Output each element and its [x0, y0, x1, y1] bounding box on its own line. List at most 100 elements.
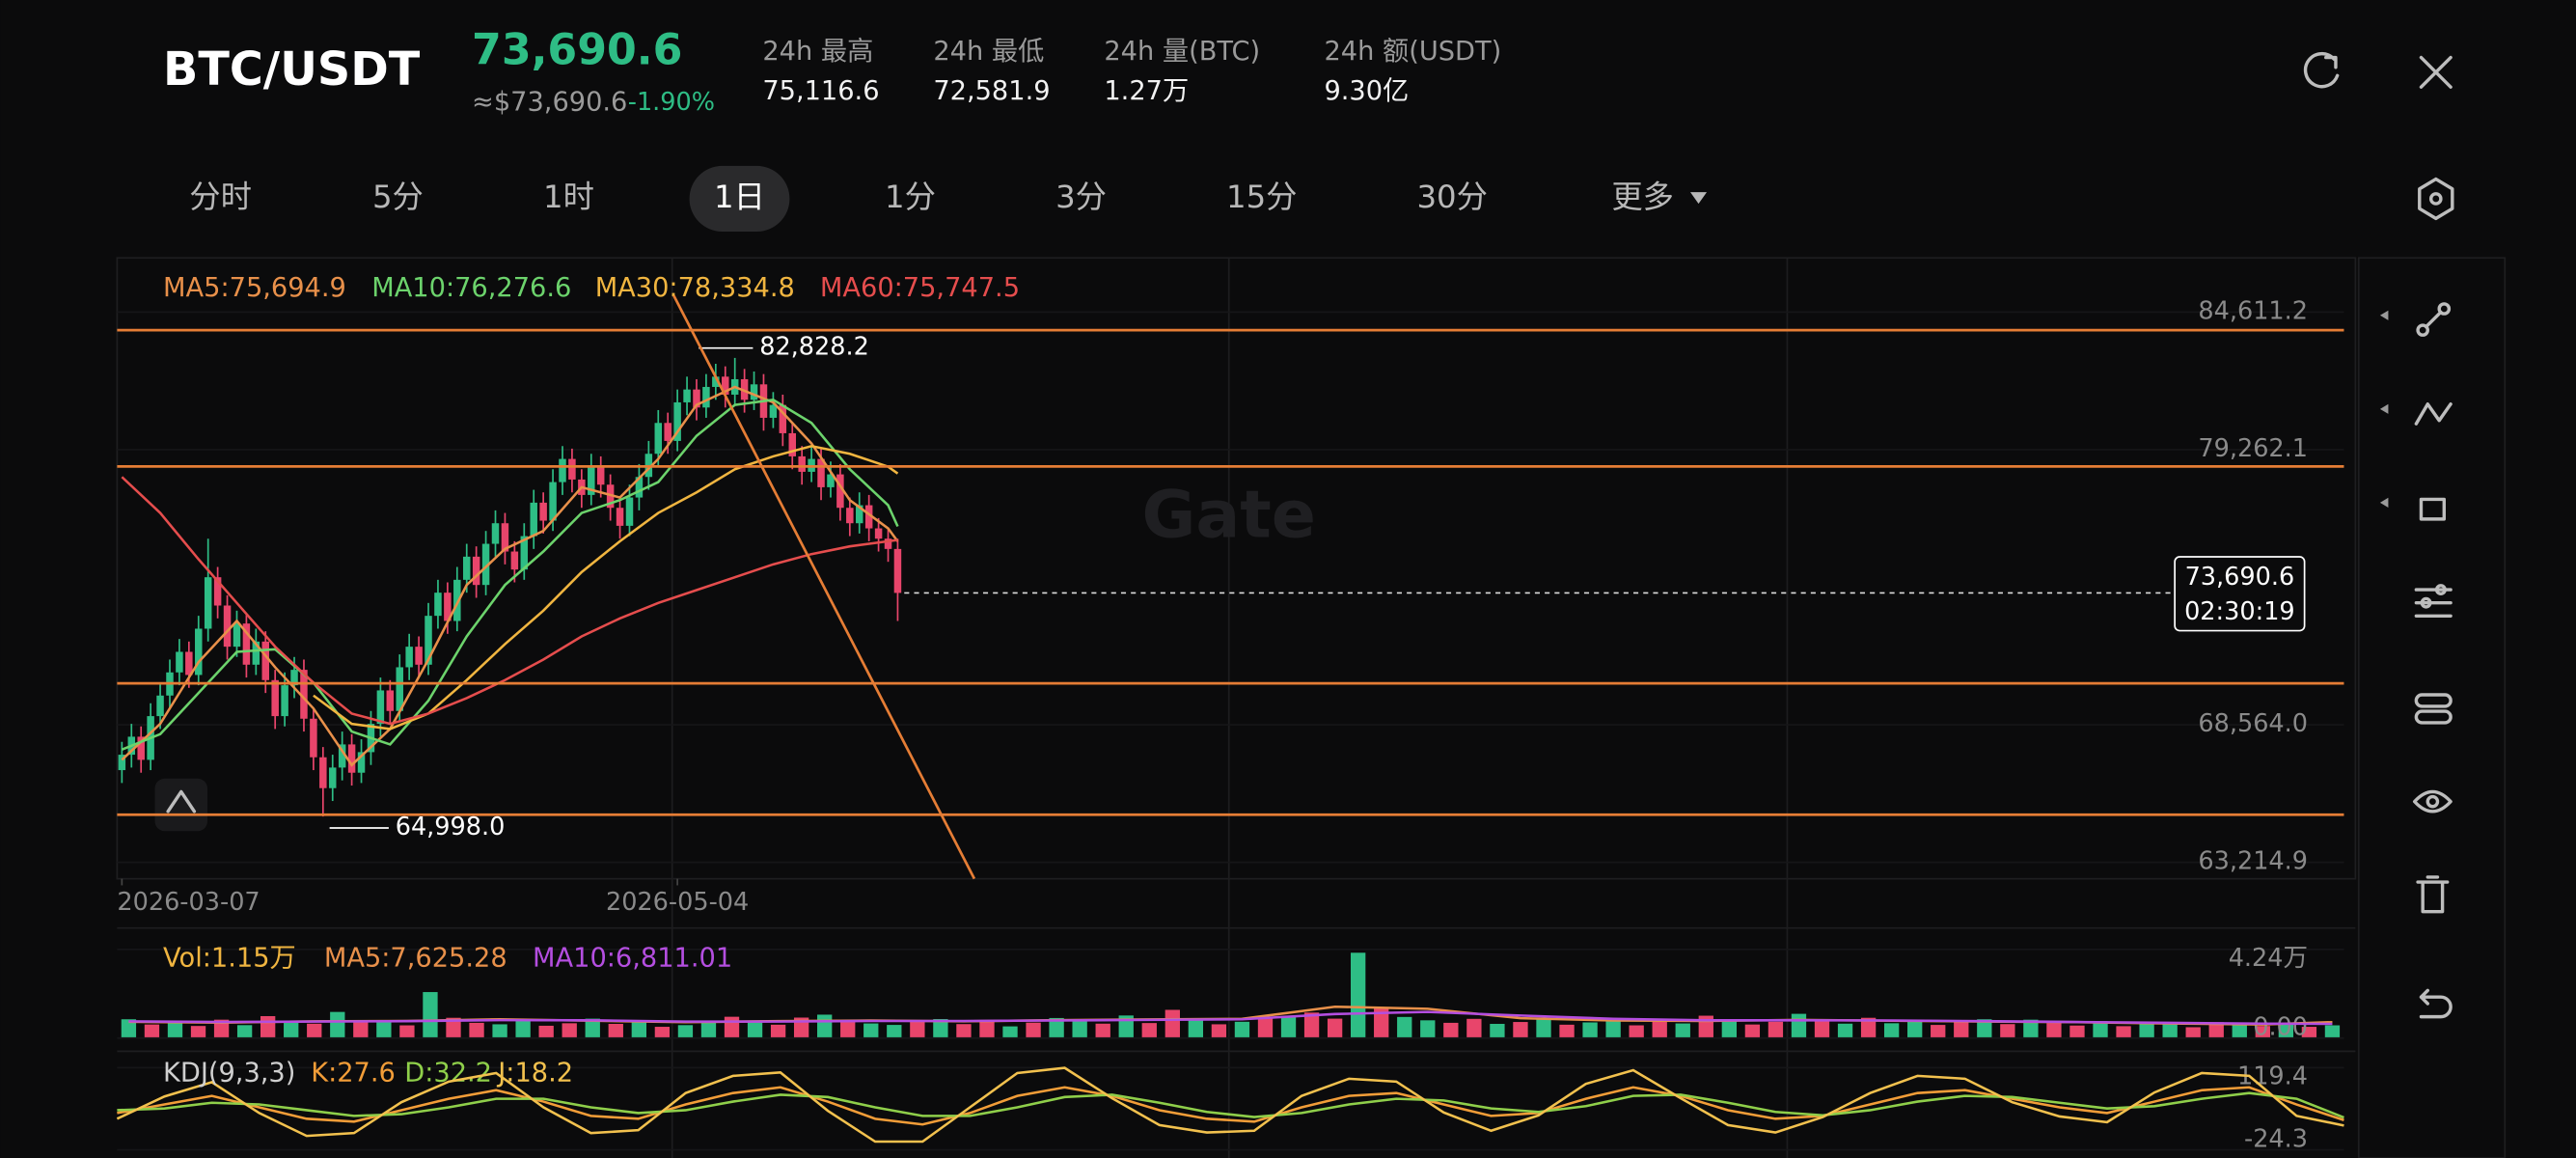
- volume-bar: [910, 1021, 925, 1038]
- volume-bar: [1954, 1021, 1969, 1038]
- tab[interactable]: 1分: [885, 179, 936, 215]
- volume-bar: [562, 1023, 577, 1038]
- x-tick-label: 2026-03-07: [117, 888, 260, 917]
- volume-bar: [817, 1014, 833, 1038]
- candle-body: [625, 497, 634, 526]
- volume-bar: [700, 1021, 717, 1038]
- candle-body: [817, 458, 825, 487]
- indicator-label: KDJ(9,3,3): [163, 1059, 295, 1089]
- legend-entry: K:27.6: [311, 1059, 396, 1089]
- volume-bar: [1303, 1012, 1320, 1038]
- tool-settings[interactable]: [2414, 584, 2453, 618]
- candle-body: [606, 484, 615, 509]
- volume-bar: [1049, 1017, 1064, 1038]
- volume-bar: [956, 1024, 972, 1038]
- candle-body: [204, 577, 212, 629]
- volume-bar: [538, 1025, 554, 1038]
- candle-body: [779, 404, 787, 433]
- volume-bar: [1791, 1013, 1807, 1038]
- tool-undo[interactable]: [2419, 988, 2453, 1019]
- volume-bar: [1443, 1022, 1459, 1038]
- candle-body: [664, 423, 671, 441]
- volume-bar: [121, 1019, 137, 1038]
- candle-body: [673, 401, 681, 441]
- volume-bar: [1374, 1007, 1389, 1038]
- candle-body: [425, 616, 432, 665]
- volume-bar: [1536, 1019, 1551, 1038]
- volume-bar: [236, 1025, 253, 1038]
- candle-body: [453, 579, 461, 621]
- refresh-icon[interactable]: [2303, 51, 2340, 89]
- volume-bar: [1095, 1023, 1110, 1038]
- tool-visibility[interactable]: [2412, 789, 2453, 813]
- candle-body: [481, 543, 490, 586]
- watermark: Gate: [1141, 477, 1316, 553]
- fullscreen-btn[interactable]: [154, 778, 207, 832]
- volume-bar: [2093, 1021, 2108, 1038]
- candle-body: [252, 641, 260, 665]
- stat-value: 1.27万: [1104, 76, 1189, 106]
- candle-body: [520, 536, 529, 570]
- volume-bar: [399, 1025, 415, 1038]
- candle-body: [156, 695, 164, 717]
- candle-body: [405, 647, 413, 668]
- expand-arrows[interactable]: [2379, 310, 2389, 508]
- candle-body: [616, 508, 624, 526]
- close-icon[interactable]: [2419, 55, 2453, 89]
- volume-bar: [1420, 1020, 1436, 1038]
- candle-body: [300, 670, 308, 719]
- tool-line[interactable]: [2416, 302, 2452, 337]
- symbol: BTC/USDT: [163, 43, 421, 96]
- volume-bar: [654, 1027, 671, 1038]
- candle-body: [596, 466, 605, 485]
- volume-bar: [1026, 1022, 1041, 1038]
- stat-value: 75,116.6: [762, 76, 879, 106]
- dropdown-arrow[interactable]: [1690, 192, 1708, 205]
- tool-indicators[interactable]: [2414, 693, 2453, 725]
- tab[interactable]: 1时: [543, 179, 594, 215]
- candle-body: [539, 502, 547, 521]
- volume-bar: [1002, 1026, 1018, 1038]
- tool-shape[interactable]: [2419, 497, 2446, 521]
- volume-bar: [2208, 1022, 2224, 1038]
- candle-body: [874, 528, 883, 539]
- candle-body: [722, 376, 729, 395]
- stat-value: 72,581.9: [933, 76, 1050, 106]
- tab[interactable]: 15分: [1226, 179, 1297, 215]
- tab[interactable]: 3分: [1055, 179, 1107, 215]
- volume-bar: [2000, 1024, 2015, 1038]
- x-tick-label: 2026-05-04: [606, 888, 749, 917]
- tab[interactable]: 1日: [714, 179, 765, 215]
- toolbar-icons[interactable]: [2379, 302, 2453, 1019]
- candle-body: [347, 744, 356, 773]
- ma-line: [121, 385, 899, 767]
- tab[interactable]: 更多: [1611, 179, 1674, 215]
- candle-body: [281, 685, 288, 717]
- y-tick-label: 68,564.0: [2198, 709, 2308, 738]
- tab[interactable]: 5分: [372, 179, 424, 215]
- volume-bar: [1907, 1020, 1923, 1038]
- y-tick-label: 63,214.9: [2198, 847, 2308, 876]
- high-label: 82,828.2: [759, 333, 869, 362]
- candle-body: [176, 651, 183, 673]
- settings-icon[interactable]: [2418, 177, 2454, 221]
- candle-body: [864, 505, 873, 529]
- volume-bar: [2255, 1026, 2270, 1038]
- tool-wave[interactable]: [2414, 402, 2453, 426]
- volume-bar: [1072, 1021, 1087, 1038]
- volume-bar: [2162, 1024, 2178, 1038]
- y-tick-label: 0.00: [2253, 1013, 2308, 1042]
- ma-line: [117, 1086, 2344, 1126]
- candle-body: [827, 474, 835, 487]
- tool-delete[interactable]: [2416, 875, 2450, 914]
- candle-body: [788, 432, 796, 456]
- tab[interactable]: 分时: [189, 179, 252, 215]
- tab[interactable]: 30分: [1416, 179, 1487, 215]
- candle-body: [702, 386, 710, 408]
- volume-bar: [376, 1020, 392, 1038]
- candle-body: [329, 767, 337, 788]
- volume-bar: [2139, 1022, 2154, 1038]
- volume-bar: [2069, 1025, 2085, 1038]
